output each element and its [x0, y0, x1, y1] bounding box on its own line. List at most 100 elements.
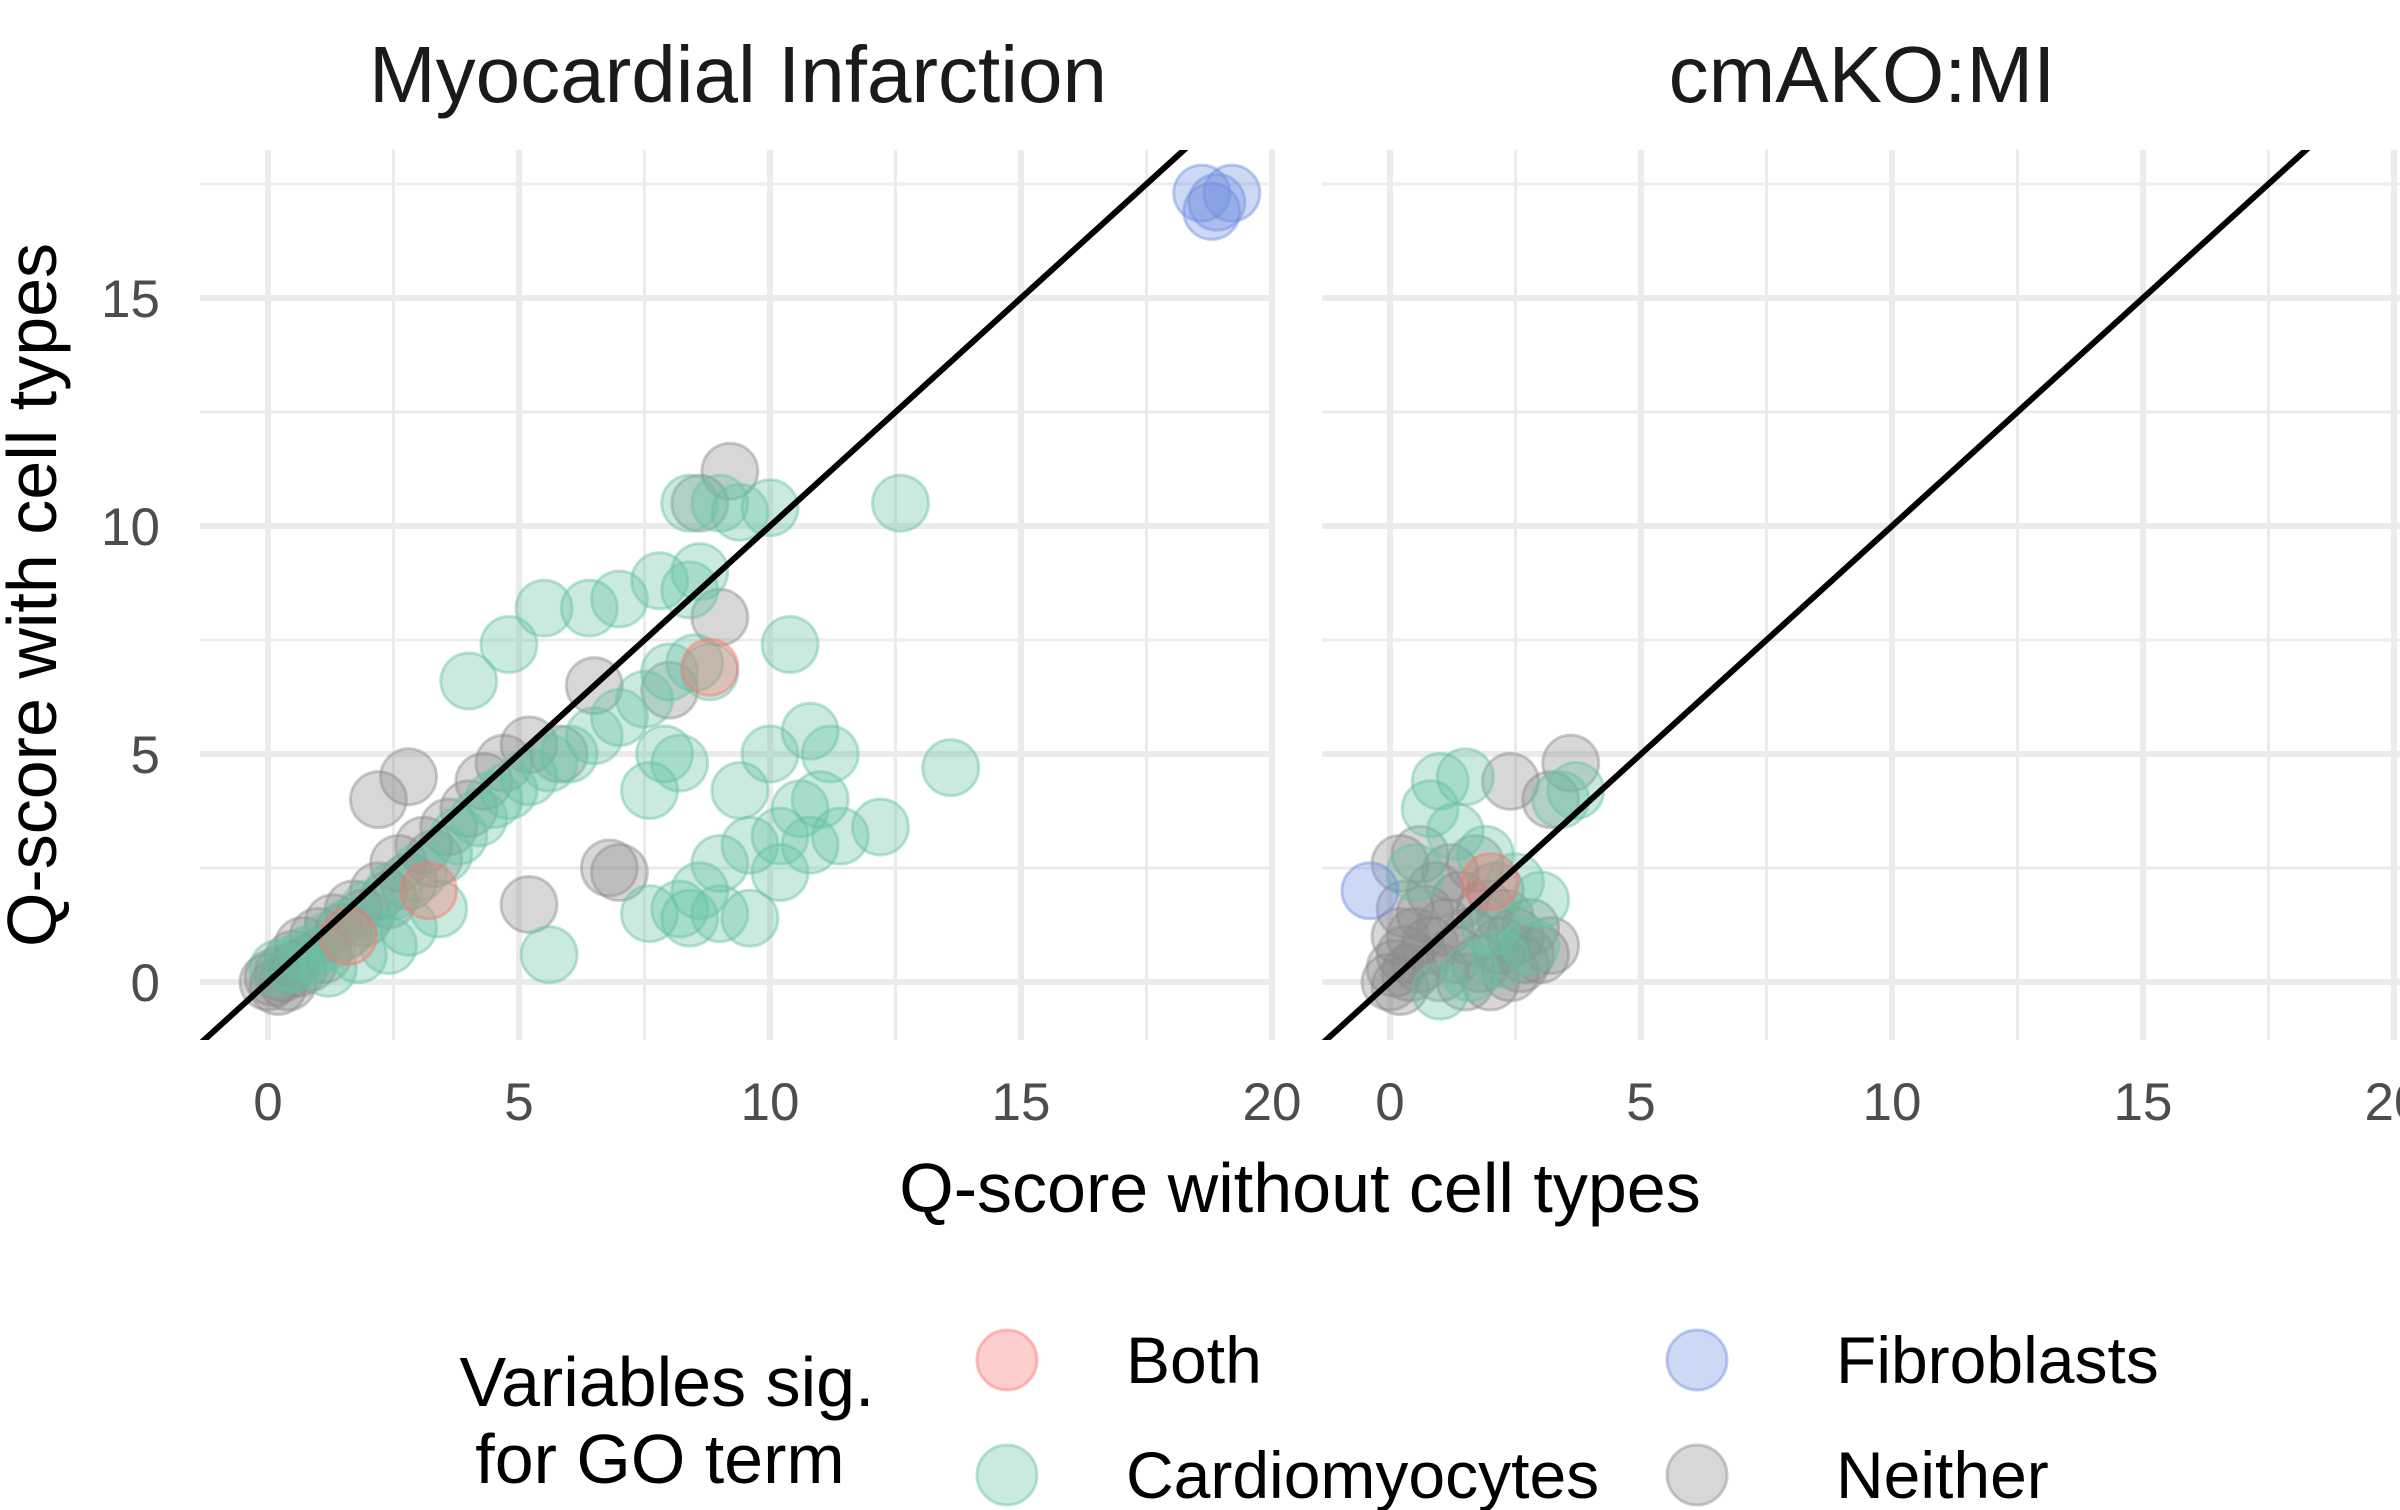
- point-neither: [1370, 957, 1430, 1017]
- point-cardiomyocytes: [620, 760, 680, 820]
- point-neither: [1480, 751, 1540, 811]
- point-cardiomyocytes: [710, 482, 770, 542]
- point-both: [1460, 852, 1520, 912]
- point-neither: [379, 747, 439, 807]
- point-cardiomyocytes: [720, 815, 780, 875]
- point-cardiomyocytes: [780, 815, 840, 875]
- point-cardiomyocytes: [635, 724, 695, 784]
- point-neither: [1370, 833, 1430, 893]
- point-neither: [499, 874, 559, 934]
- x-tick-label: 15: [992, 1073, 1051, 1132]
- panel-myocardial-infarction: Myocardial Infarction 0 5 10 15 0 5 10 15 20: [101, 30, 1301, 1132]
- point-cardiomyocytes: [800, 724, 860, 784]
- point-cardiomyocytes: [710, 760, 770, 820]
- point-cardiomyocytes: [810, 806, 870, 866]
- point-cardiomyocytes: [690, 473, 750, 533]
- point-cardiomyocytes: [1455, 824, 1515, 884]
- point-cardiomyocytes: [479, 615, 539, 675]
- legend: Variables sig. for GO term Both Cardiomy…: [459, 1323, 2158, 1510]
- point-neither: [348, 770, 408, 830]
- point-cardiomyocytes: [1470, 929, 1530, 989]
- legend-key-fibroblasts: [1665, 1328, 1729, 1392]
- point-fibroblasts: [1202, 163, 1262, 223]
- point-cardiomyocytes: [660, 560, 720, 620]
- point-cardiomyocytes: [298, 938, 358, 998]
- point-neither: [1375, 925, 1435, 985]
- point-both: [680, 637, 740, 697]
- x-tick-label: 5: [1626, 1073, 1655, 1132]
- point-cardiomyocytes: [760, 615, 820, 675]
- points-panel-1: [1340, 733, 1606, 1021]
- x-tick-label: 0: [253, 1073, 282, 1132]
- point-cardiomyocytes: [750, 843, 810, 903]
- point-neither: [1501, 897, 1561, 957]
- point-neither: [1496, 925, 1556, 985]
- points-panel-0: [238, 163, 1262, 1017]
- point-neither: [670, 473, 730, 533]
- point-neither: [1521, 916, 1581, 976]
- point-cardiomyocytes: [780, 701, 840, 761]
- legend-label-cardiomyocytes: Cardiomyocytes: [1126, 1438, 1599, 1510]
- point-cardiomyocytes: [850, 797, 910, 857]
- point-neither: [268, 938, 328, 998]
- point-cardiomyocytes: [640, 642, 700, 702]
- point-cardiomyocytes: [871, 473, 931, 533]
- point-neither: [1405, 861, 1465, 921]
- y-tick-label: 0: [131, 954, 160, 1013]
- point-neither: [1380, 943, 1440, 1003]
- x-tick-label: 5: [504, 1073, 533, 1132]
- legend-title-line-1: Variables sig.: [459, 1343, 874, 1421]
- point-cardiomyocytes: [670, 542, 730, 602]
- point-neither: [690, 587, 750, 647]
- point-fibroblasts: [1182, 181, 1242, 241]
- point-cardiomyocytes: [680, 642, 740, 702]
- x-tick-label: 0: [1375, 1073, 1404, 1132]
- point-neither: [1450, 934, 1510, 994]
- point-neither: [1390, 824, 1450, 884]
- point-cardiomyocytes: [589, 569, 649, 629]
- point-fibroblasts: [1340, 861, 1400, 921]
- point-cardiomyocytes: [519, 733, 579, 793]
- point-neither: [1475, 888, 1535, 948]
- y-axis-title: Q-score with cell types: [0, 243, 71, 947]
- legend-label-fibroblasts: Fibroblasts: [1836, 1323, 2159, 1397]
- point-cardiomyocytes: [650, 733, 710, 793]
- point-neither: [258, 952, 318, 1012]
- y-tick-label: 15: [101, 270, 160, 329]
- point-cardiomyocytes: [409, 879, 469, 939]
- point-cardiomyocytes: [770, 779, 830, 839]
- point-neither: [1470, 916, 1530, 976]
- point-cardiomyocytes: [278, 925, 338, 985]
- point-cardiomyocytes: [539, 724, 599, 784]
- point-neither: [1435, 952, 1495, 1012]
- point-both: [399, 861, 459, 921]
- point-neither: [1486, 906, 1545, 966]
- point-cardiomyocytes: [1511, 870, 1571, 930]
- legend-key-both: [975, 1328, 1039, 1392]
- point-neither: [419, 797, 479, 857]
- point-cardiomyocytes: [379, 897, 439, 957]
- identity-line-panel-1: [1322, 150, 2311, 1040]
- point-neither: [348, 861, 408, 921]
- point-cardiomyocytes: [660, 473, 720, 533]
- legend-label-both: Both: [1126, 1323, 1262, 1397]
- point-cardiomyocytes: [1501, 916, 1561, 976]
- point-neither: [700, 441, 760, 501]
- point-cardiomyocytes: [1460, 897, 1520, 957]
- point-cardiomyocytes: [1440, 943, 1500, 1003]
- point-cardiomyocytes: [690, 833, 750, 893]
- point-neither: [278, 934, 338, 994]
- point-cardiomyocytes: [750, 806, 810, 866]
- point-cardiomyocytes: [328, 925, 388, 985]
- point-neither: [1365, 938, 1425, 998]
- point-neither: [579, 838, 639, 898]
- legend-key-cardiomyocytes: [975, 1443, 1039, 1507]
- point-neither: [529, 724, 589, 784]
- point-neither: [1375, 879, 1435, 939]
- facet-title-panel-0: Myocardial Infarction: [369, 30, 1107, 119]
- legend-title-line-2: for GO term: [475, 1420, 844, 1498]
- point-cardiomyocytes: [665, 633, 725, 693]
- point-cardiomyocytes: [620, 884, 680, 944]
- point-neither: [1511, 925, 1571, 985]
- point-cardiomyocytes: [790, 770, 850, 830]
